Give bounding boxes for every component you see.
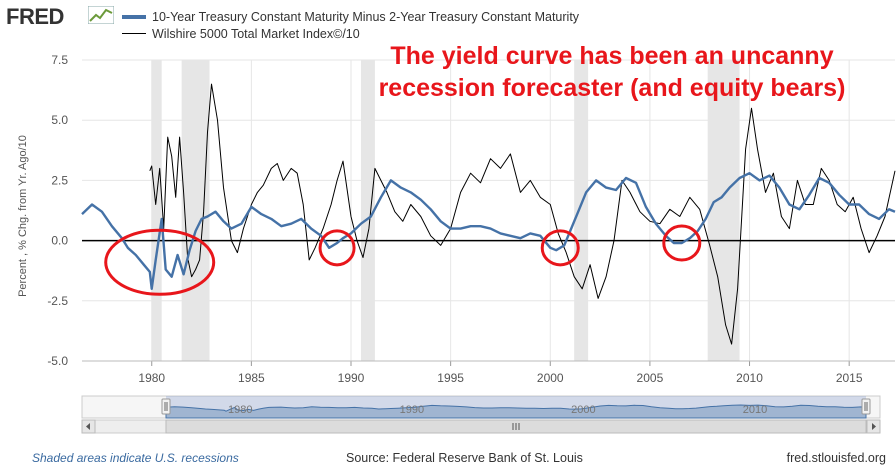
x-tick-label: 2010 bbox=[736, 371, 763, 385]
navigator-tick-label: 1980 bbox=[228, 404, 252, 416]
x-tick-label: 2015 bbox=[836, 371, 863, 385]
arrow-right-icon[interactable] bbox=[866, 419, 881, 434]
x-tick-label: 1990 bbox=[338, 371, 365, 385]
y-tick-label: 5.0 bbox=[51, 113, 68, 127]
navigator-handle[interactable] bbox=[861, 398, 871, 415]
x-tick-label: 1980 bbox=[138, 371, 165, 385]
y-tick-label: 2.5 bbox=[51, 173, 68, 187]
plot-area: -5.0 -2.5 0.0 2.5 5.0 7.5 1980 1985 1990 1995 2000… bbox=[47, 53, 896, 385]
legend-label: 10-Year Treasury Constant Maturity Minus… bbox=[152, 9, 580, 24]
y-tick-label: 7.5 bbox=[51, 53, 68, 67]
recession-band bbox=[360, 60, 375, 361]
navigator-tick-label: 1990 bbox=[400, 404, 424, 416]
legend-label: Wilshire 5000 Total Market Index©/10 bbox=[152, 26, 360, 41]
chart-legend: 10-Year Treasury Constant Maturity Minus… bbox=[122, 8, 579, 42]
y-tick-label: -5.0 bbox=[47, 354, 68, 368]
y-tick-label: 0.0 bbox=[51, 234, 68, 248]
navigator-selection[interactable] bbox=[166, 396, 866, 418]
navigator-tick-label: 2010 bbox=[743, 404, 767, 416]
annotation-circle bbox=[104, 228, 216, 296]
series-yield-curve-line bbox=[81, 171, 896, 290]
navigator-series bbox=[165, 404, 867, 419]
legend-item-series-2[interactable]: Wilshire 5000 Total Market Index©/10 bbox=[122, 25, 579, 42]
recession-band bbox=[574, 60, 589, 361]
recession-band bbox=[181, 60, 210, 361]
recession-band bbox=[151, 60, 162, 361]
annotation-circle bbox=[662, 224, 702, 262]
arrow-left-icon[interactable] bbox=[81, 419, 96, 434]
series-wilshire-line bbox=[149, 83, 896, 345]
scroll-grip-icon bbox=[512, 423, 520, 430]
navigator-tick-label: 2000 bbox=[571, 404, 595, 416]
annotation-circle bbox=[540, 229, 580, 267]
annotation-line-2: recession forecaster (and equity bears) bbox=[378, 74, 846, 102]
navigator[interactable]: 1980 1990 2000 2010 bbox=[81, 395, 881, 434]
annotation-line-1: The yield curve has been an uncanny bbox=[390, 42, 834, 70]
source-text: Source: Federal Reserve Bank of St. Loui… bbox=[346, 451, 583, 465]
x-tick-label: 2000 bbox=[537, 371, 564, 385]
arrow-right-shape bbox=[872, 423, 876, 430]
recession-note: Shaded areas indicate U.S. recessions bbox=[32, 451, 239, 465]
arrow-left-shape bbox=[86, 423, 90, 430]
annotation-text: The yield curve has been an uncanny rece… bbox=[362, 40, 862, 104]
x-tick-label: 1985 bbox=[238, 371, 265, 385]
x-tick-label: 1995 bbox=[437, 371, 464, 385]
y-tick-label: -2.5 bbox=[47, 294, 68, 308]
navigator-handle[interactable] bbox=[161, 398, 171, 415]
legend-swatch-black bbox=[122, 33, 146, 34]
site-link[interactable]: fred.stlouisfed.org bbox=[786, 451, 886, 465]
legend-swatch-blue bbox=[122, 14, 146, 19]
line-chart-icon bbox=[88, 6, 114, 24]
y-axis-label: Percent , % Chg. from Yr. Ago/10 bbox=[17, 135, 29, 297]
annotation-circle bbox=[318, 229, 356, 267]
fred-logo: FRED bbox=[6, 4, 64, 29]
legend-item-series-1[interactable]: 10-Year Treasury Constant Maturity Minus… bbox=[122, 8, 579, 25]
x-tick-label: 2005 bbox=[637, 371, 664, 385]
